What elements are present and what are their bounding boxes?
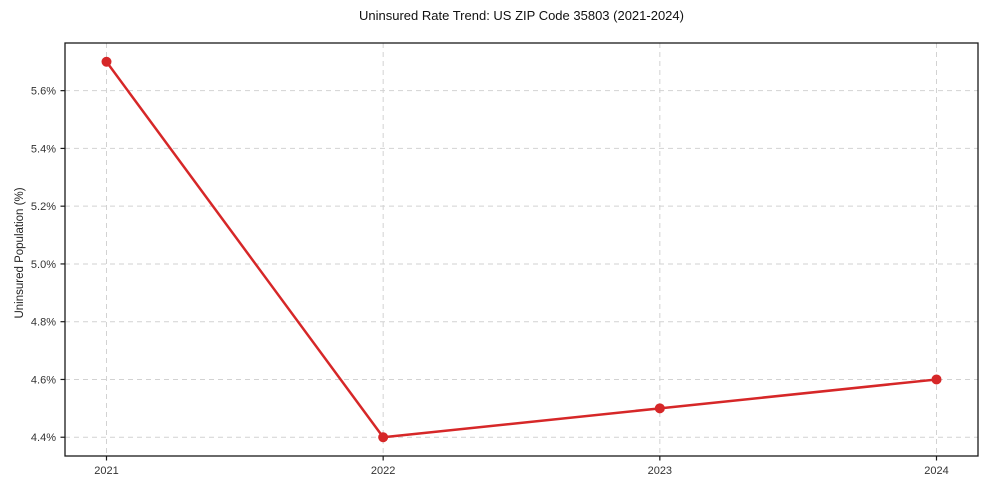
y-tick-label: 5.2%	[31, 201, 56, 213]
data-point-marker	[654, 403, 665, 414]
y-tick-label: 4.4%	[31, 432, 56, 444]
y-tick-label: 4.8%	[31, 317, 56, 329]
trend-line	[105, 60, 938, 439]
x-tick-label: 2022	[371, 465, 395, 477]
x-tick-label: 2023	[648, 465, 672, 477]
y-tick-label: 5.4%	[31, 143, 56, 155]
x-tick-label: 2021	[94, 465, 118, 477]
y-tick-label: 5.6%	[31, 86, 56, 98]
grid-layer	[65, 43, 978, 456]
data-point-marker	[931, 374, 942, 385]
x-tick-label: 2024	[924, 465, 948, 477]
chart-title: Uninsured Rate Trend: US ZIP Code 35803 …	[359, 8, 684, 23]
data-point-marker	[378, 432, 389, 443]
y-tick-label: 5.0%	[31, 259, 56, 271]
series-layer	[101, 56, 942, 443]
y-tick-label: 4.6%	[31, 374, 56, 386]
tick-layer: 4.4% 4.6% 4.8% 5.0% 5.2% 5.4% 5.6% 2021 2022 2023…	[31, 86, 949, 477]
data-point-marker	[101, 56, 112, 67]
plot-border	[64, 42, 979, 457]
